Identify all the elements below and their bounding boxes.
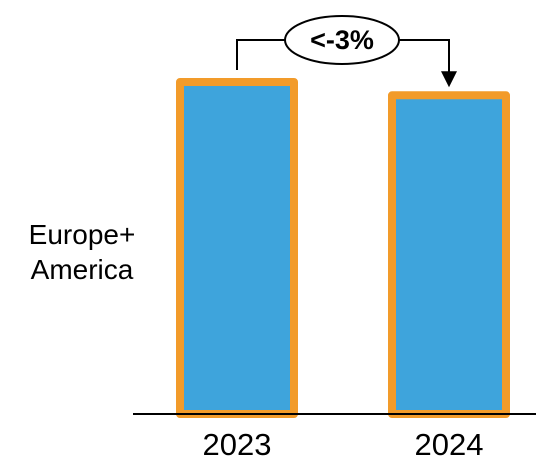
series-label-line-2: America (30, 254, 134, 285)
callout-label: <-3% (310, 25, 374, 55)
callout-bubble (284, 15, 400, 65)
x-tick-label-2023: 2023 (203, 427, 272, 462)
change-callout: <-3% (236, 15, 457, 88)
callout-arrowhead (441, 71, 457, 88)
series-label-line-1: Europe+ (28, 219, 136, 250)
bar-2024 (388, 91, 510, 418)
callout-connector-line (236, 39, 450, 74)
series-label: Europe+ America (18, 217, 146, 287)
bar-2023 (176, 78, 298, 418)
bars-group (176, 78, 510, 418)
x-tick-label-2024: 2024 (415, 427, 484, 462)
x-tick-labels: 2023 2024 (203, 427, 484, 462)
